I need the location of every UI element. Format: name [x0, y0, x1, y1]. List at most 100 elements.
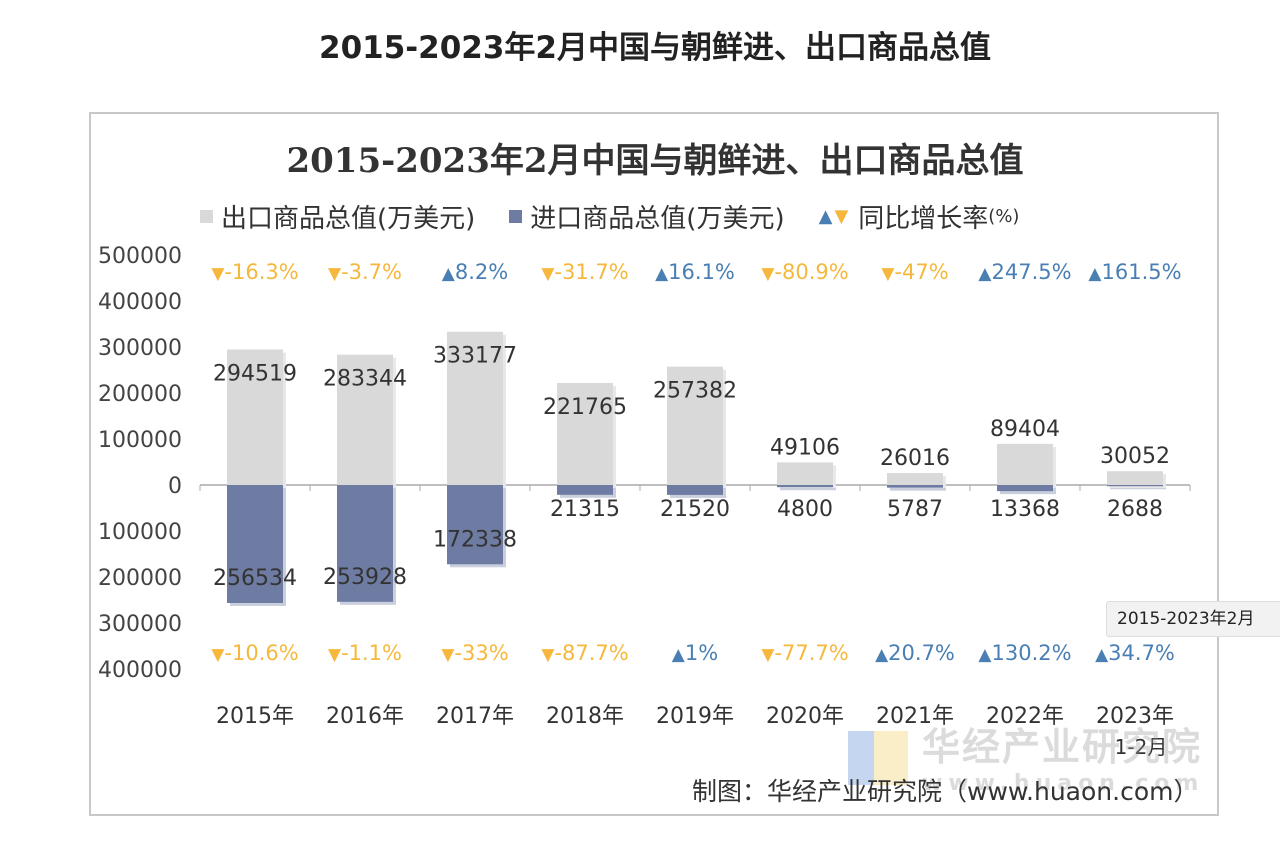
legend-export-label: 出口商品总值(万美元) [221, 203, 476, 234]
y-tick-label: 100000 [98, 520, 182, 545]
triangle-down-icon: ▼ [541, 645, 555, 665]
y-tick-label: 500000 [98, 244, 182, 269]
chart-title: 2015-2023年2月中国与朝鲜进、出口商品总值 [286, 141, 1024, 181]
import-bar-shadow [890, 488, 946, 491]
growth-value: -33% [454, 641, 508, 665]
x-category-label: 2016年 [326, 704, 404, 729]
legend-growth-label: 同比增长率 [858, 203, 989, 234]
import-value-label: 4800 [777, 497, 833, 522]
import-value-label: 172338 [433, 527, 517, 552]
y-tick-label: 0 [168, 474, 182, 499]
export-bar [997, 443, 1053, 485]
export-value-label: 257382 [653, 379, 737, 404]
triangle-down-icon: ▼ [211, 264, 225, 284]
import-bar [447, 485, 503, 565]
triangle-down-icon: ▼ [834, 205, 849, 227]
triangle-down-icon: ▼ [328, 264, 342, 284]
legend-import[interactable]: 进口商品总值(万美元) [509, 198, 785, 235]
export-growth-label: ▼-3.7% [328, 260, 402, 284]
credit-text: 制图：华经产业研究院（www.huaon.com） [692, 777, 1199, 806]
triangle-down-icon: ▼ [328, 645, 342, 665]
import-growth-label: ▼-1.1% [328, 641, 402, 665]
export-bar [557, 382, 613, 485]
export-growth-label: ▼-80.9% [761, 260, 848, 284]
x-category-sublabel: 1-2月 [1115, 735, 1168, 759]
import-bar [1107, 485, 1163, 487]
triangle-down-icon: ▼ [881, 264, 895, 284]
triangle-up-icon: ▲ [655, 264, 669, 284]
import-value-label: 5787 [887, 497, 943, 522]
export-growth-label: ▼-47% [881, 260, 948, 284]
import-bar-shadow [1110, 488, 1166, 490]
import-growth-label: ▲34.7% [1095, 641, 1175, 665]
export-value-label: 89404 [990, 417, 1060, 442]
watermark: 华经产业研究院 www.huaon.com [848, 716, 1204, 796]
legend-import-label: 进口商品总值(万美元) [530, 203, 785, 234]
growth-value: 247.5% [992, 260, 1072, 284]
export-bar [777, 462, 833, 485]
legend-export-swatch [200, 209, 213, 223]
export-value-label: 30052 [1100, 444, 1170, 469]
x-category-label: 2017年 [436, 704, 514, 729]
triangle-up-icon: ▲ [672, 645, 686, 665]
export-bar [337, 354, 393, 485]
x-category-label: 2019年 [656, 704, 734, 729]
x-category-label: 2022年 [986, 704, 1064, 729]
import-bar [557, 485, 613, 495]
export-value-label: 26016 [880, 446, 950, 471]
import-bar [337, 485, 393, 602]
export-growth-label: ▼-16.3% [211, 260, 298, 284]
export-growth-label: ▲8.2% [442, 260, 508, 284]
triangle-up-icon: ▲ [818, 205, 833, 227]
x-category-label: 2020年 [766, 704, 844, 729]
growth-value: -3.7% [341, 260, 402, 284]
legend-export[interactable]: 出口商品总值(万美元) [200, 198, 475, 235]
export-value-label: 294519 [213, 362, 297, 387]
import-value-label: 256534 [213, 566, 297, 591]
growth-value: -87.7% [554, 641, 628, 665]
export-bar [887, 473, 943, 485]
export-growth-label: ▼-31.7% [541, 260, 628, 284]
triangle-up-icon: ▲ [442, 264, 456, 284]
import-growth-label: ▼-87.7% [541, 641, 628, 665]
import-growth-label: ▼-33% [441, 641, 508, 665]
watermark-en: www.huaon.com [922, 771, 1205, 796]
y-tick-label: 400000 [98, 658, 182, 683]
growth-value: -80.9% [774, 260, 848, 284]
legend-growth[interactable]: ▲ ▼ 同比增长率 (%) [819, 198, 1020, 235]
export-bar [447, 331, 503, 485]
export-value-label: 333177 [433, 344, 517, 369]
import-bar [777, 485, 833, 488]
y-tick-label: 400000 [98, 290, 182, 315]
export-bar [227, 349, 283, 485]
triangle-up-icon: ▲ [1088, 264, 1102, 284]
growth-value: -31.7% [554, 260, 628, 284]
export-bar [1107, 471, 1163, 485]
export-value-label: 49106 [770, 435, 840, 460]
growth-value: 161.5% [1102, 260, 1182, 284]
export-value-label: 221765 [543, 395, 627, 420]
growth-value: 20.7% [888, 641, 955, 665]
growth-value: -10.6% [224, 641, 298, 665]
growth-value: 8.2% [455, 260, 508, 284]
import-growth-label: ▲1% [672, 641, 718, 665]
growth-value: 16.1% [668, 260, 735, 284]
import-bar [227, 485, 283, 604]
legend-growth-unit: (%) [988, 205, 1020, 227]
import-bar-shadow [780, 488, 836, 491]
triangle-down-icon: ▼ [761, 264, 775, 284]
export-growth-label: ▲247.5% [978, 260, 1071, 284]
export-growth-label: ▲161.5% [1088, 260, 1181, 284]
import-bar [667, 485, 723, 495]
watermark-cn: 华经产业研究院 [922, 725, 1203, 769]
triangle-up-icon: ▲ [875, 645, 889, 665]
import-growth-label: ▼-77.7% [761, 641, 848, 665]
import-growth-label: ▲130.2% [978, 641, 1071, 665]
import-bar [997, 485, 1053, 492]
y-tick-label: 300000 [98, 612, 182, 637]
huaon-logo-icon [848, 727, 908, 785]
x-category-label: 2015年 [216, 704, 294, 729]
y-tick-label: 300000 [98, 336, 182, 361]
export-value-label: 283344 [323, 367, 407, 392]
export-bar [667, 366, 723, 485]
